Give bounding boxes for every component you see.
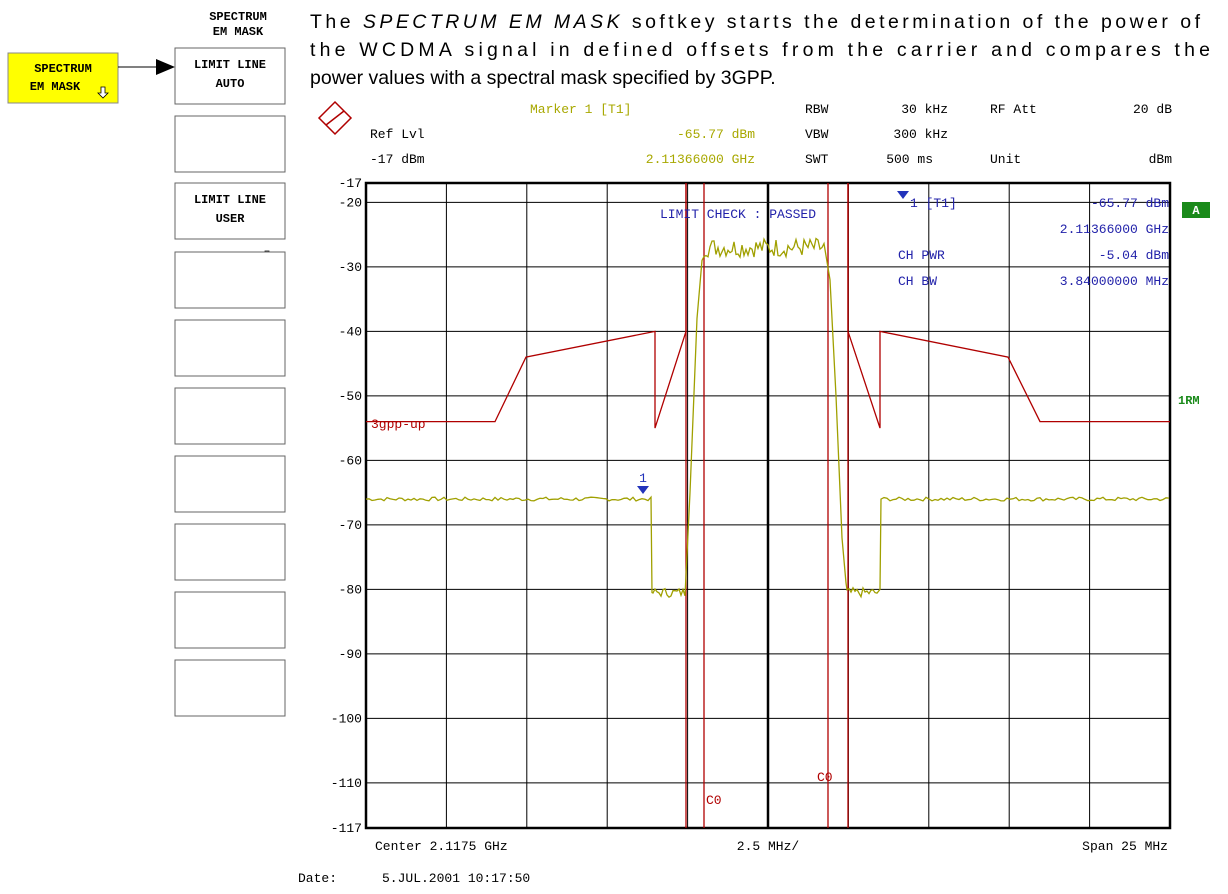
limit-check: LIMIT CHECK : PASSED	[660, 207, 816, 222]
softkey	[174, 523, 286, 581]
y-label: -117	[331, 821, 362, 836]
vbw-label: VBW	[805, 127, 829, 142]
softkey	[174, 47, 286, 105]
y-label: -60	[339, 453, 362, 468]
marker-freq: 2.11366000 GHz	[646, 152, 755, 167]
paragraph-text: the WCDMA signal in defined offsets from…	[310, 39, 1210, 61]
footer-div: 2.5 MHz/	[737, 839, 800, 854]
side-1rm: 1RM	[1178, 394, 1200, 408]
parent-softkey-label: EM MASK	[30, 80, 81, 94]
softkey-label: AUTO	[216, 77, 245, 91]
y-label: -20	[339, 195, 362, 210]
plot-frame	[364, 181, 1172, 830]
marker	[897, 191, 909, 199]
unit-value: dBm	[1149, 152, 1173, 167]
softkey	[174, 659, 286, 717]
softkey	[174, 455, 286, 513]
ch-bw: 3.84000000 MHz	[1060, 274, 1169, 289]
submenu-icon	[97, 86, 109, 99]
y-label: -100	[331, 711, 362, 726]
paragraph-text: power values with a spectral mask specif…	[310, 67, 776, 89]
softkey	[174, 251, 286, 309]
text: softkey starts the determination of the …	[623, 11, 1201, 33]
marker-number: 1	[639, 471, 647, 486]
softkey-label: USER	[216, 212, 246, 226]
ref-label: Ref Lvl	[370, 127, 425, 142]
ch-pwr: -5.04 dBm	[1099, 248, 1169, 263]
logo-stroke	[325, 110, 345, 126]
softkey-label: LIMIT LINE	[194, 193, 266, 207]
emphasis: SPECTRUM EM MASK	[363, 11, 621, 33]
softkey-label: LIMIT LINE	[194, 58, 266, 72]
softkey	[174, 319, 286, 377]
readout-marker: 1 [T1]	[910, 196, 957, 211]
softkey	[174, 182, 286, 240]
y-label: -70	[339, 518, 362, 533]
paragraph-text: The SPECTRUM EM MASK softkey starts the …	[310, 11, 1201, 33]
y-label: -80	[339, 582, 362, 597]
unit-label: Unit	[990, 152, 1021, 167]
y-label: -90	[339, 647, 362, 662]
arrow	[156, 59, 175, 75]
swt-value: 500 ms	[886, 152, 933, 167]
rfatt-value: 20 dB	[1133, 102, 1172, 117]
readout-level: -65.77 dBm	[1091, 196, 1169, 211]
footer-center: Center 2.1175 GHz	[375, 839, 508, 854]
side-box	[1182, 202, 1210, 218]
limit-name: 3gpp-up	[371, 417, 426, 432]
y-label: -17	[339, 176, 362, 191]
rbw-value: 30 kHz	[901, 102, 948, 117]
vbw-value: 300 kHz	[893, 127, 948, 142]
softkey	[174, 591, 286, 649]
softkey	[174, 115, 286, 173]
trace	[365, 237, 1170, 599]
marker-title: Marker 1 [T1]	[530, 102, 631, 117]
side-a: A	[1192, 204, 1200, 218]
softkey	[174, 387, 286, 445]
y-label: -110	[331, 776, 362, 791]
readout-freq: 2.11366000 GHz	[1060, 222, 1169, 237]
channel-label: C0	[706, 793, 722, 808]
marker	[637, 486, 649, 494]
date-label: Date:	[298, 871, 337, 886]
rfatt-label: RF Att	[990, 102, 1037, 117]
ch-bw-label: CH BW	[898, 274, 937, 289]
ref-value: -17 dBm	[370, 152, 425, 167]
parent-softkey-label: SPECTRUM	[34, 62, 92, 76]
menu-header: SPECTRUM	[209, 10, 267, 24]
footer-span: Span 25 MHz	[1082, 839, 1168, 854]
channel-label: C0	[817, 770, 833, 785]
date-value: 5.JUL.2001 10:17:50	[382, 871, 530, 886]
limit-line	[366, 183, 687, 429]
rbw-label: RBW	[805, 102, 829, 117]
y-label: -40	[339, 324, 362, 339]
menu-header: EM MASK	[213, 25, 264, 39]
text: The	[310, 11, 359, 33]
y-label: -30	[339, 260, 362, 275]
marker-level: -65.77 dBm	[677, 127, 755, 142]
ch-pwr-label: CH PWR	[898, 248, 945, 263]
y-label: -50	[339, 389, 362, 404]
swt-label: SWT	[805, 152, 829, 167]
